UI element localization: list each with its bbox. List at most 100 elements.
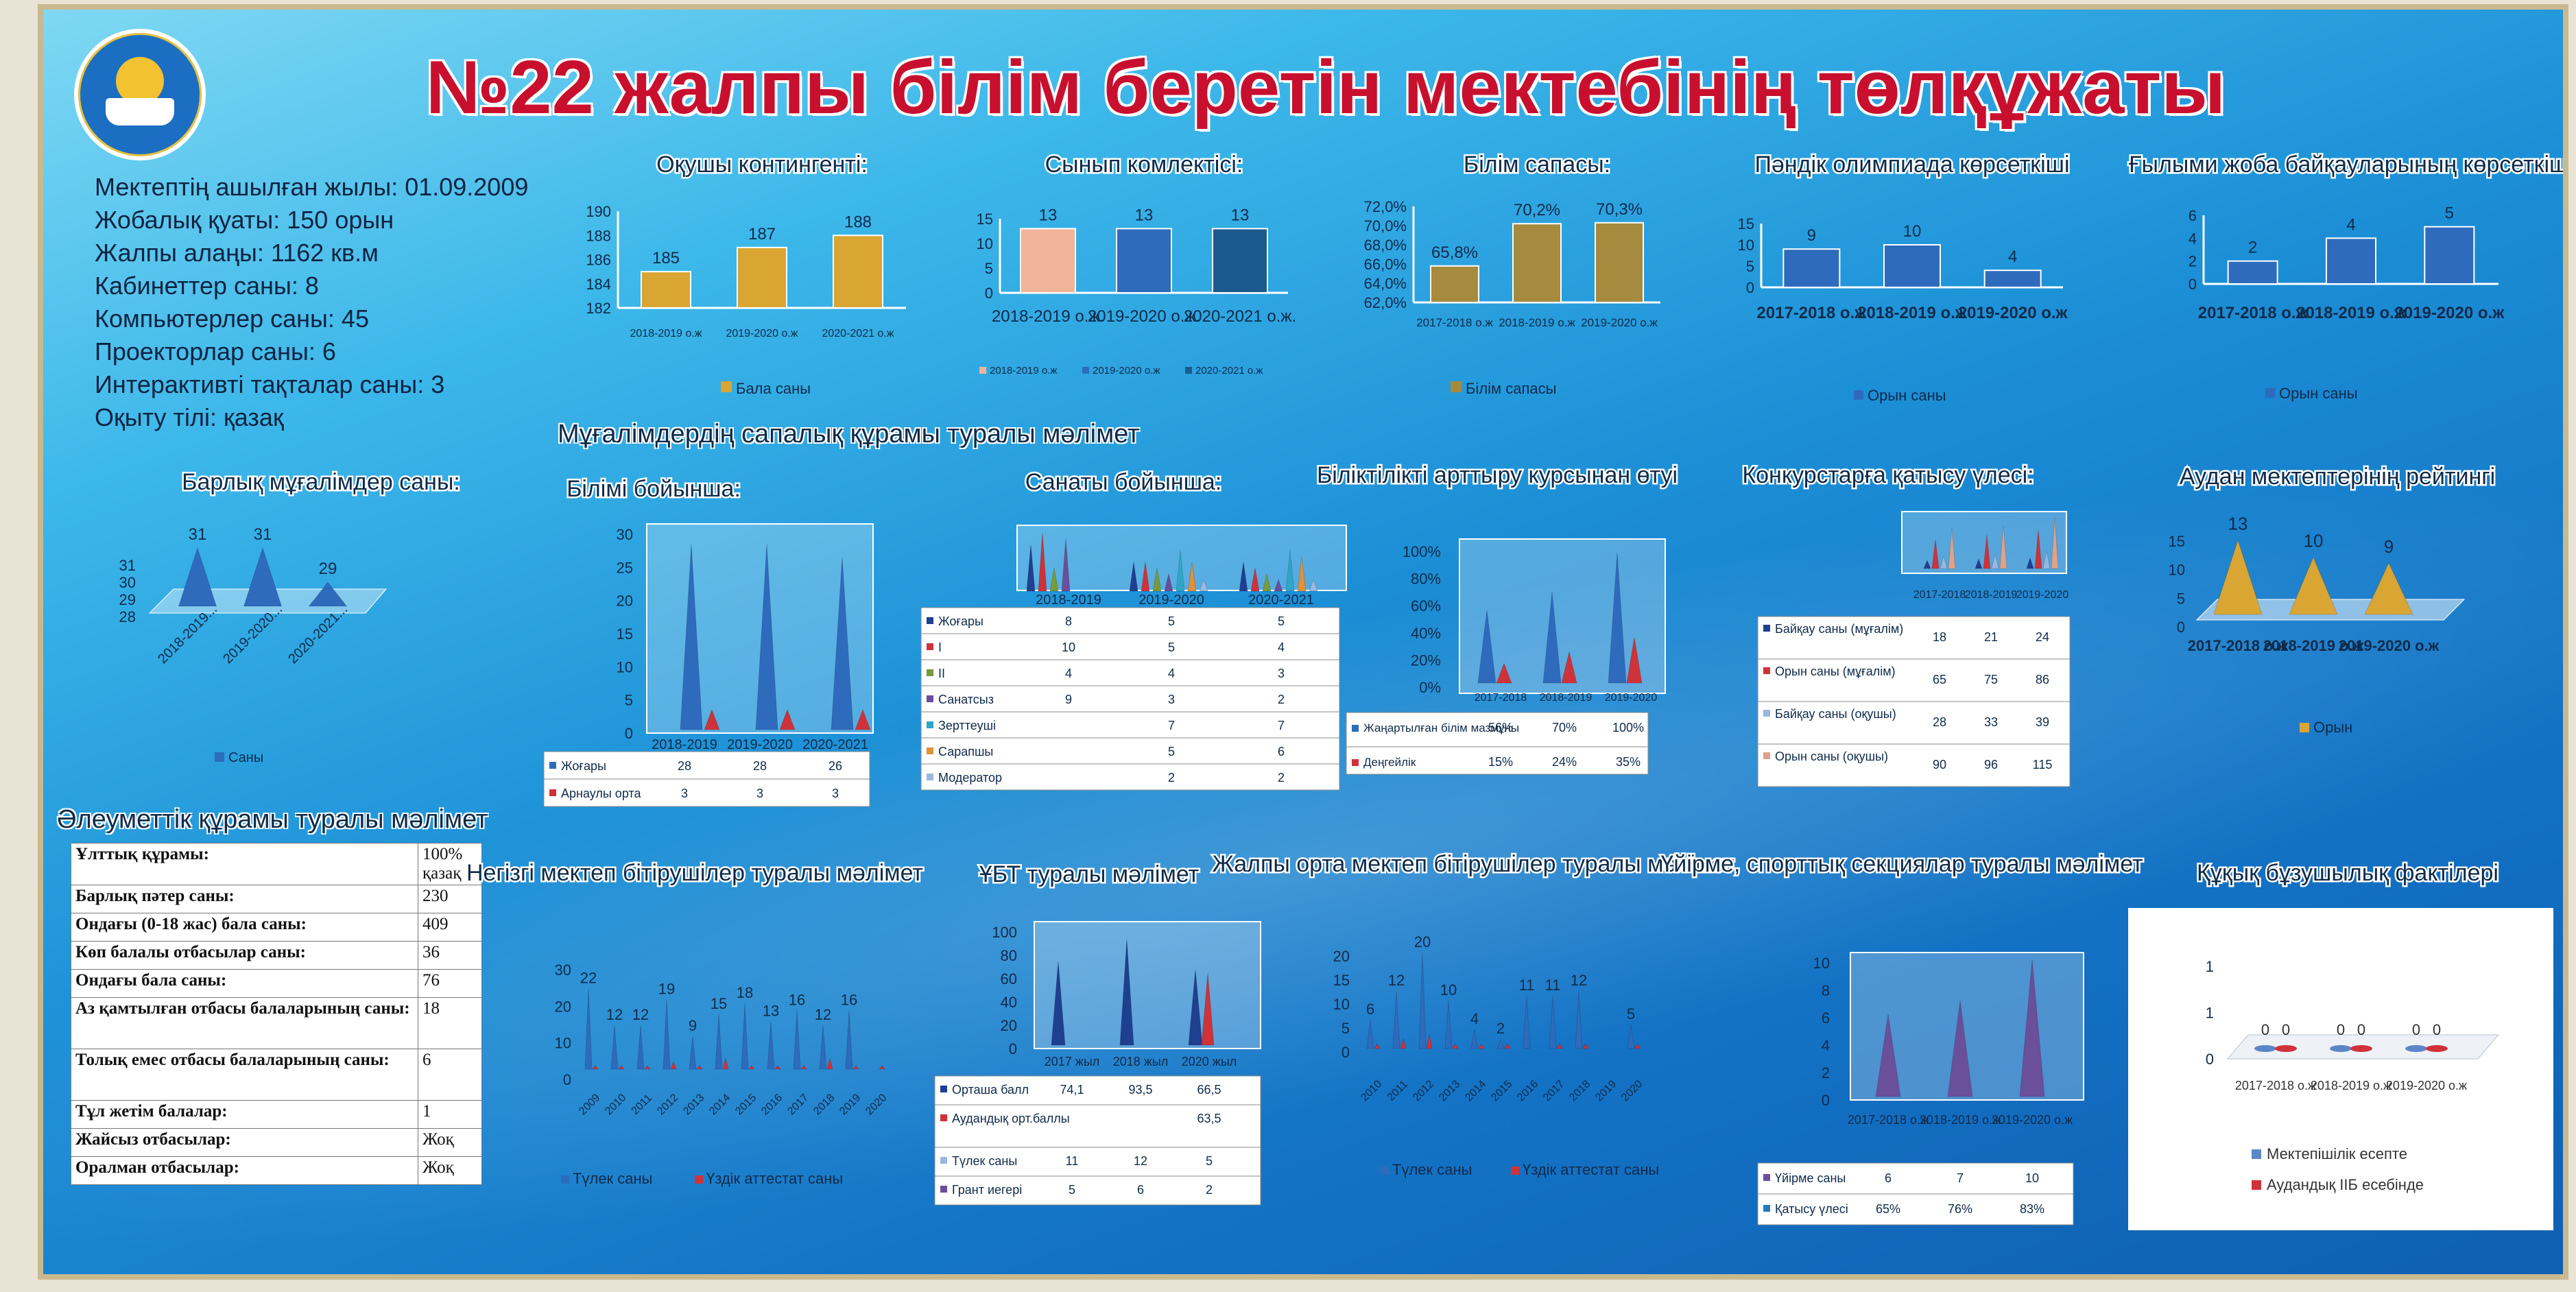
cone-bar — [800, 1064, 808, 1070]
legend-swatch — [1185, 367, 1192, 374]
y-tick-label: 15 — [1333, 972, 1350, 989]
y-tick-label: 6 — [1822, 1009, 1830, 1027]
table-row — [1757, 616, 2071, 660]
x-tick-label: 2020-2021 о.ж. — [1184, 307, 1296, 326]
info-line: Проекторлар саны: 6 — [95, 337, 336, 366]
y-tick-label: 60 — [1001, 970, 1017, 988]
legend-swatch — [1763, 1205, 1770, 1212]
cone-bar — [1975, 558, 1983, 569]
x-tick-label: 2019-2020 — [1605, 692, 1658, 704]
table-row — [920, 607, 1340, 634]
y-tick-label: 5 — [985, 260, 993, 277]
table-cell: Жаңартылған білім мазмұны — [1363, 721, 1519, 734]
cone-bar — [1875, 1014, 1901, 1097]
x-tick-label: 2013 — [1437, 1078, 1462, 1103]
table-row — [1757, 743, 2071, 787]
table-row — [920, 711, 1340, 739]
y-tick-label: 4 — [1822, 1037, 1830, 1054]
data-label: 5 — [2445, 204, 2454, 223]
x-tick-label: 2018-2019 о.ж — [1499, 316, 1575, 329]
cone-bar — [1400, 1038, 1407, 1049]
cone-bar — [1542, 591, 1562, 684]
x-tick-label: 2009 — [577, 1092, 602, 1117]
table-cell: 76 — [418, 969, 482, 998]
y-tick-label: 0 — [1746, 279, 1754, 296]
y-tick-label: 30 — [617, 526, 633, 543]
info-line: Кабинеттер саны: 8 — [95, 272, 319, 300]
legend-swatch — [940, 1186, 947, 1193]
legend-label: 2018-2019 о.ж — [990, 365, 1057, 376]
flat-bar — [2350, 1045, 2372, 1052]
table-cell: 28 — [1933, 715, 1946, 729]
y-tick-label: 0 — [563, 1071, 571, 1088]
data-label: 185 — [652, 249, 680, 267]
cone-bar — [1199, 578, 1208, 592]
table-cell: 76% — [1948, 1202, 1972, 1216]
table-row — [920, 685, 1340, 713]
cone-bar — [2042, 551, 2051, 569]
data-label: 11 — [1545, 977, 1561, 994]
cone-bar — [1470, 1029, 1479, 1049]
data-label: 6 — [1366, 1001, 1374, 1018]
table-cell: Жоғары — [938, 614, 983, 628]
data-label: 16 — [841, 992, 857, 1009]
y-tick-label: 62,0% — [1364, 294, 1407, 311]
table-cell: 7 — [1168, 719, 1175, 732]
x-tick-label: 2017 жыл — [1045, 1055, 1100, 1068]
y-tick-label: 0 — [1341, 1044, 1350, 1061]
x-tick-label: 2013 — [681, 1092, 706, 1117]
legend-label: Саны — [228, 750, 263, 765]
legend-swatch — [927, 617, 933, 624]
x-tick-label: 2017-2018 — [1913, 589, 1966, 601]
data-label: 2 — [2248, 239, 2257, 257]
cone-bar — [704, 708, 720, 730]
cone-bar — [178, 547, 217, 607]
cone-bar — [2364, 562, 2413, 615]
y-tick-label: 1 — [2206, 1005, 2214, 1022]
table-cell: 8 — [1065, 614, 1072, 628]
cone-bar — [748, 1064, 756, 1070]
info-line: Компьютерлер саны: 45 — [95, 304, 369, 333]
data-label: 5 — [1627, 1005, 1635, 1022]
cone-bar — [1931, 539, 1940, 569]
x-tick-label: 2020 — [1619, 1078, 1645, 1103]
bar — [1883, 244, 1941, 288]
x-tick-label: 2020 — [863, 1092, 889, 1117]
cone-bar — [1575, 990, 1583, 1049]
bar — [1983, 270, 2042, 289]
table-cell: 86 — [2036, 673, 2049, 686]
data-label: 13 — [1135, 206, 1154, 224]
y-tick-label: 72,0% — [1364, 198, 1407, 215]
table-row — [1757, 1162, 2074, 1195]
y-tick-label: 10 — [1333, 996, 1350, 1013]
y-tick-label: 10 — [617, 658, 633, 675]
table-row: Толық емес отбасы балаларының саны: 6 — [71, 1049, 482, 1101]
x-tick-label: 2018-2019 — [1965, 589, 2018, 601]
table-row — [1757, 701, 2071, 745]
table-row — [543, 751, 870, 780]
legend-label: 2020-2021 о.ж — [1195, 365, 1263, 376]
legend-swatch — [1763, 1174, 1770, 1181]
legend-swatch — [1451, 381, 1462, 392]
flat-bar — [2426, 1045, 2448, 1052]
cone-bar — [308, 582, 348, 607]
data-label: 4 — [2346, 215, 2355, 234]
cone-bar — [826, 1057, 833, 1070]
cone-bar — [1187, 562, 1197, 592]
legend-label: Орын — [2313, 719, 2352, 736]
y-tick-label: 0 — [2206, 1051, 2214, 1068]
cone-bar — [1444, 1000, 1453, 1049]
table-cell: Сарапшы — [938, 745, 993, 758]
table-cell: II — [938, 667, 945, 680]
table-cell: 5 — [1278, 614, 1285, 628]
flat-bar — [2254, 1045, 2276, 1052]
y-tick-label: 68,0% — [1364, 237, 1407, 254]
data-label: 0 — [2337, 1021, 2345, 1038]
table-cell: 75 — [1984, 673, 1998, 686]
cone-bar — [1141, 562, 1150, 592]
school-logo — [74, 29, 206, 160]
cone-bar — [1504, 1042, 1511, 1049]
x-tick-label: 2017-2018 о.ж — [1416, 316, 1493, 329]
table-cell: Модератор — [938, 771, 1002, 785]
table-cell: 1 — [418, 1100, 482, 1129]
